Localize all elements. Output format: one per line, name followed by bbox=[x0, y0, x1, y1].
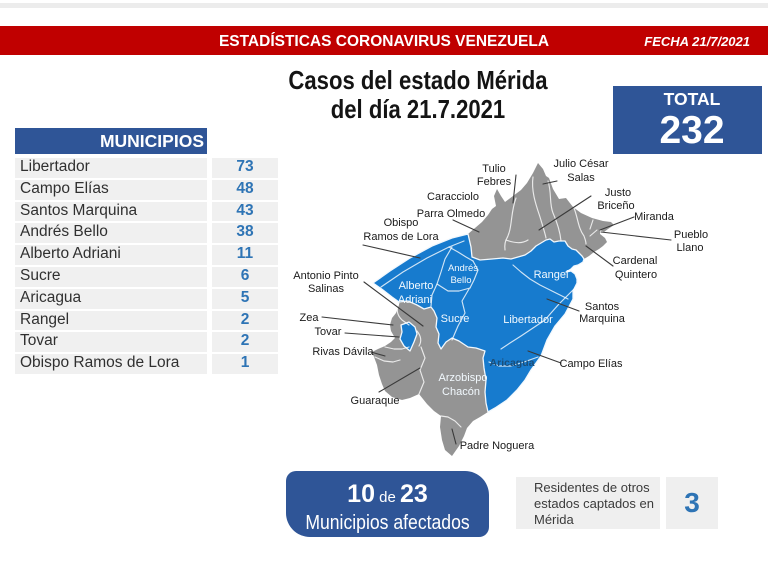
svg-text:Febres: Febres bbox=[477, 176, 512, 188]
svg-text:Tovar: Tovar bbox=[315, 326, 342, 338]
svg-text:Caracciolo: Caracciolo bbox=[427, 191, 479, 203]
svg-text:Antonio Pinto: Antonio Pinto bbox=[293, 270, 358, 282]
svg-text:Guaraque: Guaraque bbox=[351, 395, 400, 407]
svg-text:Parra Olmedo: Parra Olmedo bbox=[417, 208, 485, 220]
svg-text:Arzobispo: Arzobispo bbox=[439, 372, 488, 384]
svg-text:Marquina: Marquina bbox=[579, 313, 626, 325]
svg-text:Sucre: Sucre bbox=[441, 313, 470, 325]
svg-text:Quintero: Quintero bbox=[615, 269, 657, 281]
svg-text:Rangel: Rangel bbox=[534, 269, 569, 281]
svg-text:Obispo: Obispo bbox=[384, 217, 419, 229]
svg-text:Andrés: Andrés bbox=[448, 263, 478, 274]
svg-text:Aricagua: Aricagua bbox=[490, 357, 535, 369]
svg-text:Salas: Salas bbox=[567, 172, 595, 184]
svg-text:Zea: Zea bbox=[300, 312, 320, 324]
svg-text:Miranda: Miranda bbox=[634, 211, 675, 223]
svg-text:Justo: Justo bbox=[605, 187, 631, 199]
svg-text:Bello: Bello bbox=[450, 275, 471, 286]
svg-text:Llano: Llano bbox=[677, 242, 704, 254]
svg-text:Tulio: Tulio bbox=[482, 163, 505, 175]
svg-text:Adriani: Adriani bbox=[398, 294, 432, 306]
svg-text:Ramos de Lora: Ramos de Lora bbox=[363, 231, 439, 243]
svg-text:Santos: Santos bbox=[585, 301, 620, 313]
svg-text:Rivas Dávila: Rivas Dávila bbox=[312, 346, 374, 358]
svg-text:Libertador: Libertador bbox=[503, 314, 553, 326]
svg-text:Padre Noguera: Padre Noguera bbox=[460, 440, 535, 452]
svg-text:Campo Elías: Campo Elías bbox=[560, 358, 623, 370]
svg-text:Briceño: Briceño bbox=[597, 200, 634, 212]
svg-text:Julio César: Julio César bbox=[553, 158, 608, 170]
svg-text:Cardenal: Cardenal bbox=[613, 255, 658, 267]
svg-text:Chacón: Chacón bbox=[442, 386, 480, 398]
svg-text:Alberto: Alberto bbox=[399, 280, 434, 292]
svg-text:Pueblo: Pueblo bbox=[674, 229, 708, 241]
svg-text:Salinas: Salinas bbox=[308, 283, 345, 295]
